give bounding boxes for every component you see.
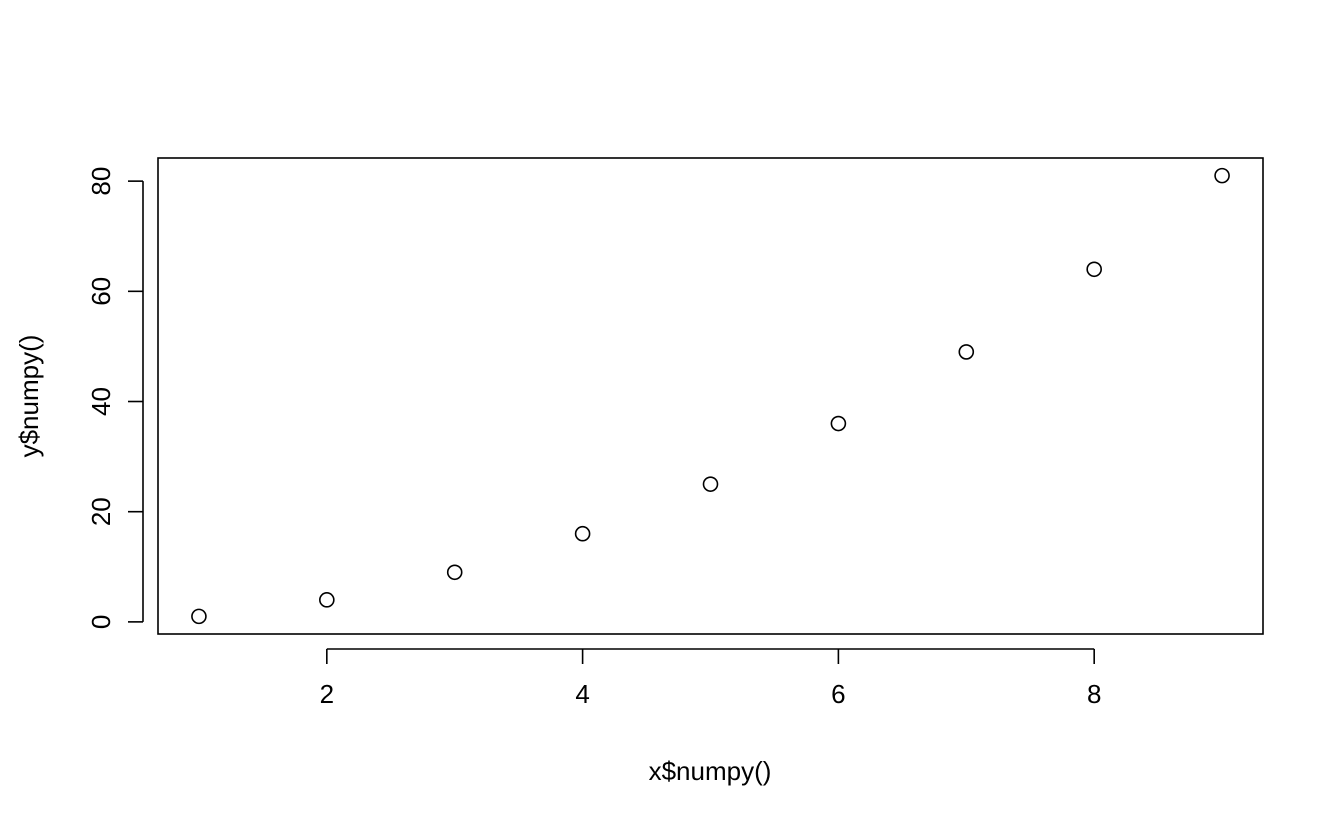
data-point (830, 415, 847, 432)
x-tick-label: 8 (1087, 679, 1101, 709)
data-point (574, 525, 591, 542)
data-point (191, 608, 207, 625)
x-tick-label: 6 (831, 679, 845, 709)
x-tick-label: 4 (575, 679, 589, 709)
data-point (446, 564, 463, 581)
data-point (958, 344, 975, 360)
data-point (1086, 261, 1102, 278)
y-tick-label: 80 (86, 167, 116, 196)
data-point (319, 592, 335, 608)
data-point (1214, 167, 1230, 184)
y-tick-label: 0 (86, 615, 116, 629)
x-axis-label: x$numpy() (649, 756, 772, 786)
y-tick-label: 60 (86, 277, 116, 306)
y-tick-label: 20 (86, 497, 116, 526)
data-point (702, 476, 719, 492)
data-points (191, 167, 1230, 625)
y-tick-label: 40 (86, 387, 116, 416)
plot-frame (157, 157, 1264, 635)
y-axis-label: y$numpy() (14, 335, 44, 458)
x-axis: 2 4 6 8 (320, 648, 1101, 709)
y-axis: 0 20 40 60 80 (86, 167, 144, 629)
x-tick-label: 2 (320, 679, 334, 709)
